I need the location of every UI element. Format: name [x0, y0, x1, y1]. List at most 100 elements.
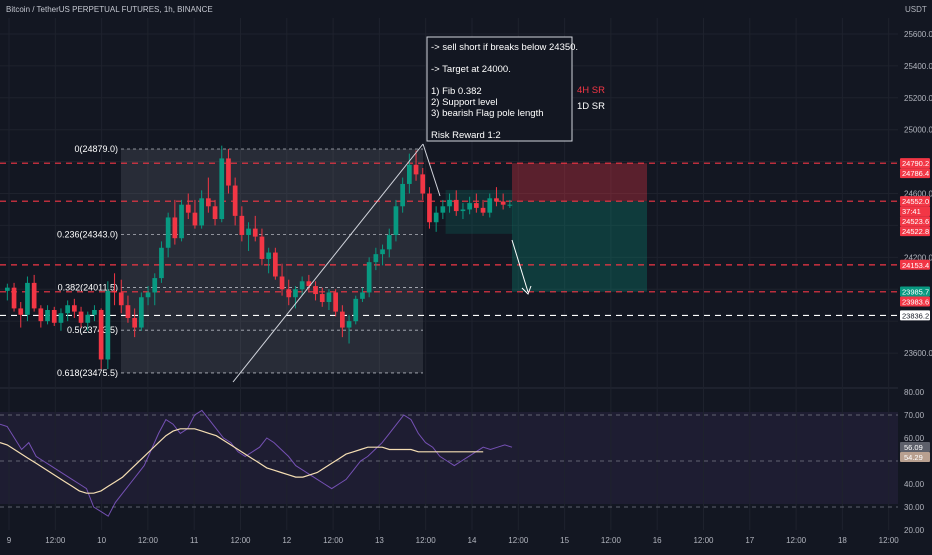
fib-zone	[121, 149, 423, 373]
note-box[interactable]	[426, 36, 573, 142]
candle-body	[313, 286, 318, 295]
note-line: 3) bearish Flag pole length	[431, 108, 544, 119]
candle-body	[319, 294, 325, 303]
candle-body	[386, 235, 392, 250]
candle-body	[346, 321, 352, 328]
candle-body	[420, 174, 426, 194]
price-tag: 24523.6	[902, 217, 929, 226]
fib-trend-line	[232, 143, 424, 383]
candle-body	[299, 281, 305, 290]
candle-body	[507, 204, 513, 206]
oscillator-line	[0, 409, 513, 517]
candle-body	[380, 249, 385, 255]
time-axis-tick: 12:00	[508, 536, 529, 545]
time-axis-tick: 12:00	[879, 536, 900, 545]
candle-body	[480, 207, 486, 213]
time-axis-tick: 18	[838, 536, 847, 545]
fib-level-label: 0.618(23475.5)	[57, 368, 118, 378]
price-axis-tick: 24600.0	[904, 190, 932, 199]
oscillator-tag-bg	[900, 451, 930, 462]
flag-channel	[445, 189, 513, 234]
candle-body	[366, 262, 372, 293]
pole-line	[422, 143, 441, 197]
price-axis-tick: 24200.0	[904, 253, 932, 262]
candle-body	[118, 292, 124, 306]
oscillator-band	[0, 412, 898, 504]
candle-body	[246, 228, 251, 236]
currency-label: USDT	[905, 5, 927, 14]
candle-body	[333, 292, 338, 312]
candle-body	[353, 298, 359, 322]
candle-body	[474, 203, 479, 208]
candle-body	[232, 185, 238, 216]
price-axis-bg	[900, 0, 932, 550]
candle-body	[206, 198, 211, 207]
candle-body	[172, 217, 178, 239]
oscillator-axis-tick: 40.00	[904, 480, 925, 489]
price-tag: 37:41	[902, 207, 921, 216]
oscillator-axis-tick: 60.00	[904, 434, 925, 443]
candle-body	[65, 305, 70, 314]
fib-level-label: 0(24879.0)	[74, 144, 118, 154]
candle-body	[25, 282, 30, 315]
candle-body	[259, 236, 265, 259]
price-axis-tick: 23600.0	[904, 349, 932, 358]
fib-level-label: 0.382(24011.5)	[58, 282, 118, 292]
price-tag: 24790.2	[902, 159, 929, 168]
candle-body	[460, 209, 466, 212]
price-tag-bg	[900, 259, 930, 270]
candle-body	[105, 290, 111, 360]
price-tag: 23983.6	[902, 298, 929, 307]
candle-body	[500, 201, 506, 205]
candle-body	[18, 308, 24, 315]
time-axis-tick: 12	[282, 536, 291, 545]
candle-body	[78, 311, 84, 323]
time-axis-tick: 13	[375, 536, 384, 545]
price-tag: 24552.0	[902, 197, 929, 206]
candle-body	[219, 158, 225, 220]
candle-body	[152, 278, 158, 293]
candle-body	[266, 252, 271, 259]
time-axis-tick: 12:00	[230, 536, 251, 545]
candle-body	[38, 308, 44, 322]
candle-body	[51, 310, 57, 323]
price-tag-bg	[900, 168, 930, 179]
price-tag-bg	[900, 196, 930, 207]
candle-body	[279, 276, 285, 290]
oscillator-axis-tick: 80.00	[904, 388, 925, 397]
candle-body	[400, 183, 405, 207]
time-axis-tick: 14	[468, 536, 477, 545]
stop-loss-zone	[512, 163, 647, 202]
fib-level-label: 0.236(24343.0)	[57, 230, 118, 240]
candle-body	[165, 217, 171, 248]
time-axis-tick: 12:00	[693, 536, 714, 545]
candle-body	[132, 317, 137, 328]
candle-body	[212, 206, 218, 220]
take-profit-zone	[512, 201, 647, 292]
price-tag-bg	[900, 286, 930, 297]
time-axis-tick: 9	[7, 536, 12, 545]
candle-body	[293, 289, 298, 298]
candle-body	[45, 310, 50, 322]
candle-body	[286, 289, 292, 298]
oscillator-tag-bg	[900, 441, 930, 452]
price-tag: 24786.4	[902, 169, 929, 178]
price-tag: 24153.4	[902, 261, 929, 270]
price-tag: 24522.8	[902, 227, 929, 236]
candle-body	[326, 292, 332, 303]
arrow-head-icon	[521, 285, 532, 295]
candle-body	[447, 199, 452, 207]
time-axis-tick: 12:00	[786, 536, 807, 545]
note-line: -> Target at 24000.	[431, 64, 511, 75]
time-axis-tick: 17	[745, 536, 754, 545]
candle-body	[192, 212, 198, 226]
price-tag-bg	[900, 226, 930, 237]
candle-body	[11, 287, 17, 309]
price-tag-bg	[900, 216, 930, 227]
oscillator-tag: 54.29	[904, 453, 923, 462]
candle-body	[273, 252, 278, 277]
candle-body	[453, 199, 459, 212]
fib-level-label: 0.5(23743.5)	[67, 325, 118, 335]
